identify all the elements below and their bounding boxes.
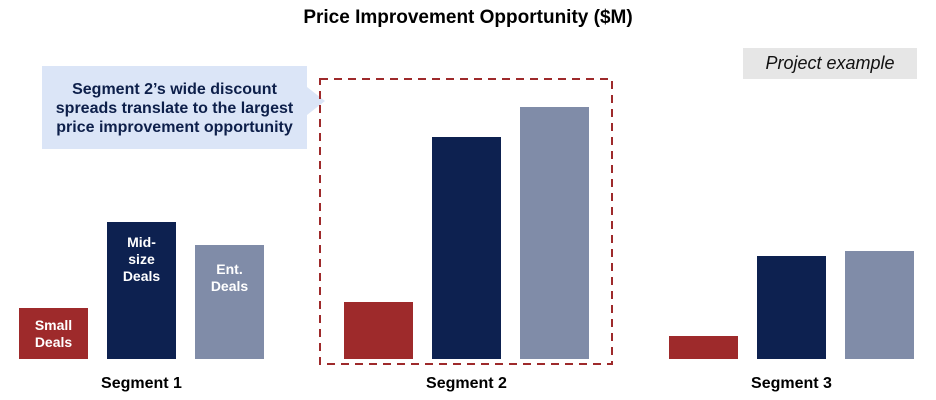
bar-mid-1 [107, 222, 176, 359]
project-example-badge: Project example [743, 48, 917, 79]
category-label-3: Segment 3 [751, 375, 832, 392]
bar-label-small-line-2: Deals [35, 334, 73, 350]
bar-label-mid-line-3: Deals [123, 268, 161, 284]
chart-title: Price Improvement Opportunity ($M) [303, 7, 633, 28]
bar-label-ent-line-1: Ent. [216, 261, 242, 277]
bar-ent-1 [195, 245, 264, 359]
bar-label-ent-line-2: Deals [211, 278, 249, 294]
segment-2-highlight-box [319, 78, 613, 365]
bars-layer [19, 107, 914, 359]
bar-ent-3 [845, 251, 914, 359]
callout-text: Segment 2’s wide discount spreads transl… [55, 80, 294, 136]
bar-mid-2 [432, 137, 501, 359]
bar-small-2 [344, 302, 413, 359]
bar-mid-3 [757, 256, 826, 359]
bar-ent-2 [520, 107, 589, 359]
category-label-1: Segment 1 [101, 375, 182, 392]
bar-small-1 [19, 308, 88, 359]
bar-label-mid-line-2: size [128, 251, 155, 267]
bar-label-small-line-1: Small [35, 317, 72, 333]
category-label-2: Segment 2 [426, 375, 507, 392]
bar-label-mid-line-1: Mid- [127, 234, 156, 250]
callout-arrow-shape [42, 66, 325, 149]
bar-small-3 [669, 336, 738, 359]
